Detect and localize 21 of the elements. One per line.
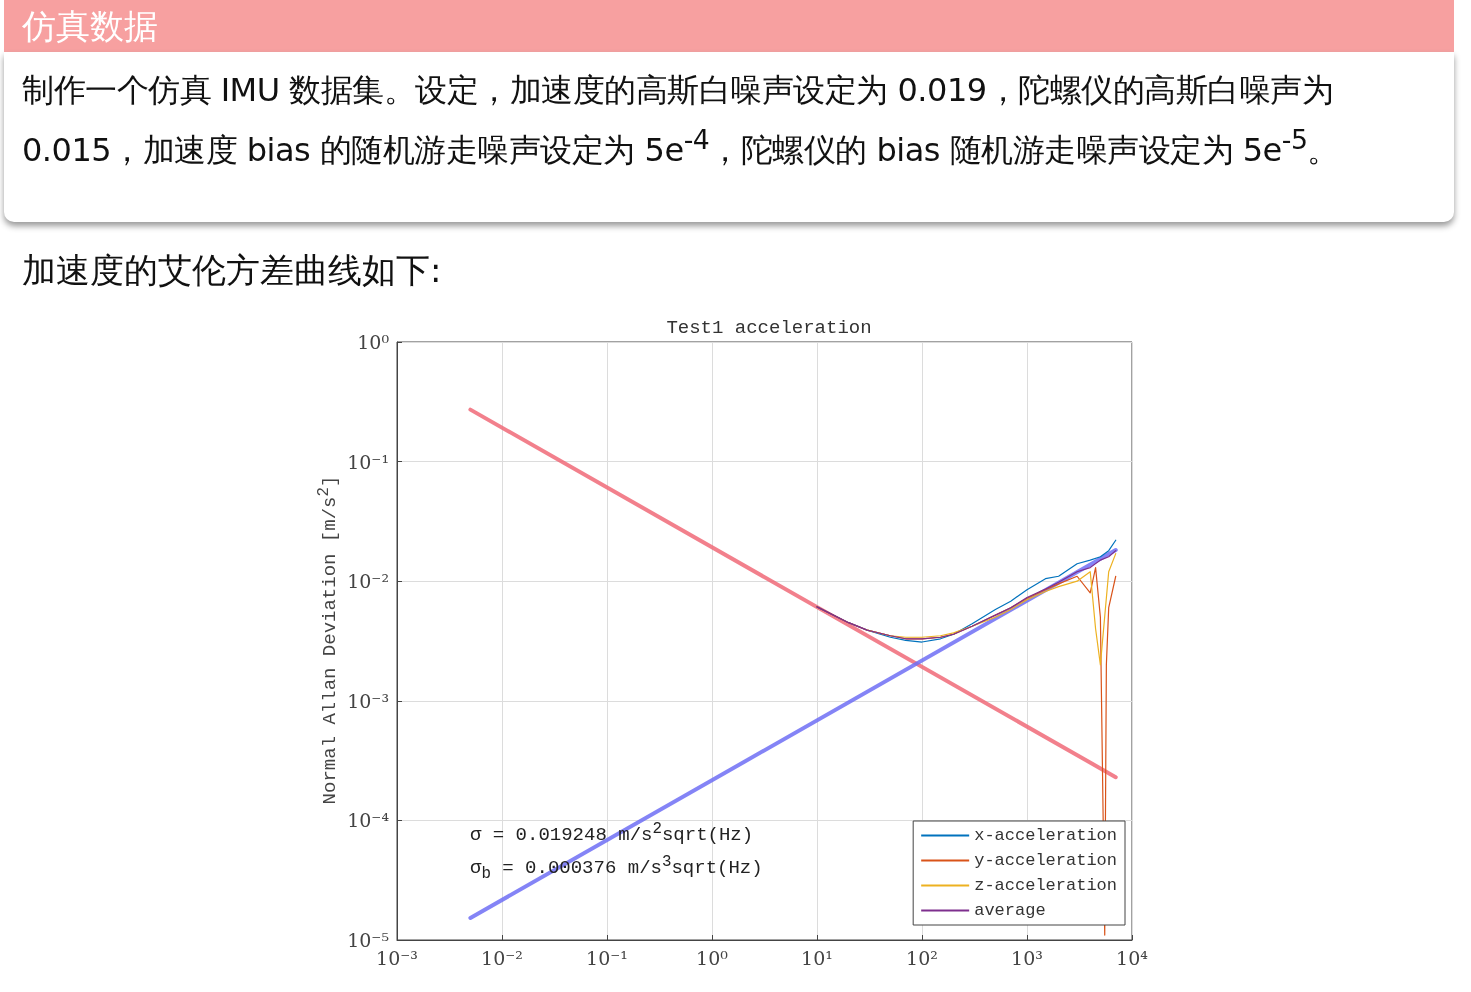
x-tick-label: 10⁻¹ <box>586 946 628 969</box>
text: 加速度的艾伦方差曲线如下: <box>22 249 442 292</box>
text: 仿真数据 <box>4 0 1454 52</box>
y-tick-label: 10⁻³ <box>347 689 389 712</box>
y-tick-label: 10⁰ <box>357 331 390 353</box>
annotation: σ = 0.019248 m/s$^{2}$sqrt(Hz) <box>470 820 754 847</box>
text: 制作一个仿真 IMU 数据集。设定，加速度的高斯白噪声设定为 0.019，陀螺仪的高斯白噪声为 0.015，加速度 bias 的随机游走噪声设定为 5e$^{-4}$，陀螺仪的 bias 随机游走噪声设定为 5e$^{-5}$。 <box>4 52 1454 222</box>
x-tick-label: 10⁻² <box>481 946 523 969</box>
x-tick-label: 10⁴ <box>1116 946 1149 969</box>
x-tick-label: 10³ <box>1011 946 1043 969</box>
y-tick-label: 10⁻⁴ <box>347 809 390 832</box>
chart-title: Test1 acceleration <box>666 316 872 339</box>
legend-label: z-acceleration <box>974 876 1117 895</box>
x-tick-label: 10² <box>906 946 938 969</box>
y-tick-label: 10⁻¹ <box>347 450 389 473</box>
x-tick-label: 10⁰ <box>696 946 729 969</box>
legend-label: x-acceleration <box>974 826 1117 845</box>
x-tick-label: 10¹ <box>801 946 833 969</box>
y-tick-label: 10⁻² <box>347 570 389 593</box>
legend-label: y-acceleration <box>974 851 1117 870</box>
legend-label: average <box>974 901 1046 920</box>
